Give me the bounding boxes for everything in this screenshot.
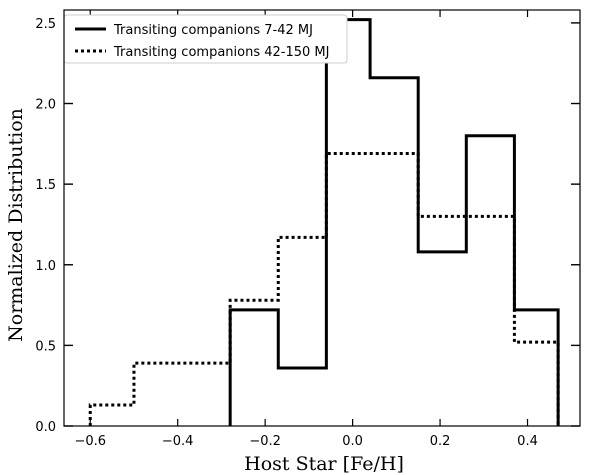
x-tick-label: 0.4: [517, 434, 538, 449]
y-tick-label: 1.0: [35, 259, 56, 274]
x-tick-label: −0.6: [74, 434, 106, 449]
legend: Transiting companions 7-42 MJ Transiting…: [63, 14, 348, 64]
series-1-step-line: [228, 18, 560, 426]
series-2-step-line: [88, 152, 560, 426]
y-ticks: 0.0 0.5 1.0 1.5 2.0 2.5: [35, 17, 580, 435]
y-tick-label: 0.0: [35, 420, 56, 435]
x-tick-label: −0.2: [249, 434, 281, 449]
legend-label-series-2: Transiting companions 42-150 MJ: [113, 45, 329, 60]
x-ticks: −0.6 −0.4 −0.2 0.0 0.2 0.4: [74, 10, 538, 449]
series-layer: [88, 18, 560, 426]
x-tick-label: 0.0: [342, 434, 363, 449]
y-tick-label: 1.5: [35, 178, 56, 193]
y-tick-label: 2.5: [35, 17, 56, 32]
plot-frame: [63, 9, 581, 427]
legend-label-series-1: Transiting companions 7-42 MJ: [113, 23, 313, 38]
y-tick-label: 0.5: [35, 339, 56, 354]
y-axis-title: Normalized Distribution: [5, 108, 27, 342]
x-tick-label: 0.2: [430, 434, 451, 449]
x-tick-label: −0.4: [162, 434, 194, 449]
x-axis-title: Host Star [Fe/H]: [244, 453, 404, 475]
y-tick-label: 2.0: [35, 98, 56, 113]
